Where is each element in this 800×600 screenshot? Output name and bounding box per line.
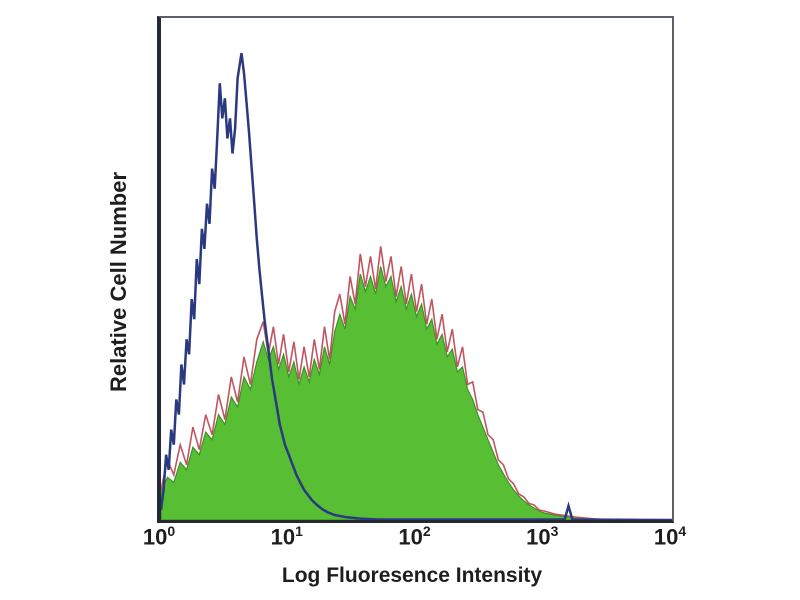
series-stained-green-fill	[161, 266, 672, 520]
x-tick-10e1: 101	[270, 523, 303, 550]
plot-area	[157, 16, 674, 523]
series-unstained-control-blue	[161, 52, 672, 520]
x-axis-label: Log Fluoresence Intensity	[281, 564, 543, 587]
x-axis-tick-row: 100 101 102 103 104	[143, 523, 686, 556]
x-tick-10e4: 104	[653, 523, 687, 550]
x-tick-10e0: 100	[142, 523, 176, 550]
y-axis-label: Relative Cell Number	[106, 171, 131, 393]
series-stained-red-outline	[161, 246, 672, 520]
x-tick-10e2: 102	[398, 523, 431, 550]
x-tick-10e3: 103	[526, 523, 559, 550]
histogram-chart	[161, 52, 672, 520]
